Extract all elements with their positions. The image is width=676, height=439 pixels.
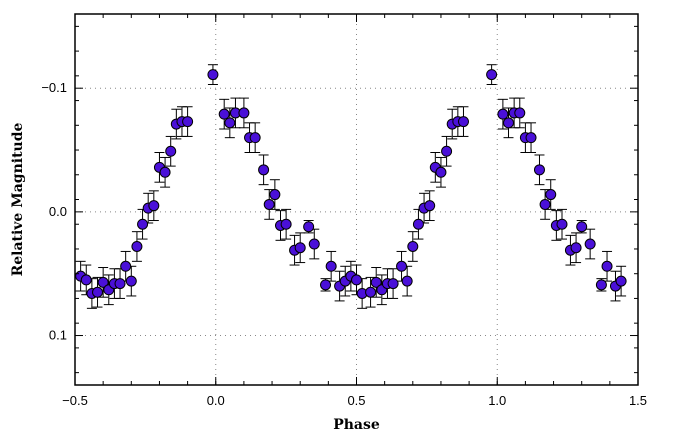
y-tick-label: 0.0 [49,204,67,219]
data-point [601,260,613,272]
data-point [320,279,332,291]
data-point [576,221,588,233]
data-point [269,189,281,201]
x-tick-label: 1.5 [629,393,647,408]
data-point [457,116,469,128]
data-point [435,166,447,178]
data-point [539,198,551,210]
y-tick-label: −0.1 [41,80,67,95]
data-point [407,240,419,252]
data-point [92,286,104,298]
x-tick-label: −0.5 [62,393,88,408]
data-point [533,164,545,176]
data-point [497,108,509,120]
data-point [263,198,275,210]
data-point [207,69,219,81]
x-tick-labels: −0.5 0.0 0.5 1.0 1.5 [62,393,647,408]
data-point [387,278,399,290]
data-point [412,218,424,230]
data-point [308,238,320,250]
data-point [224,117,236,129]
data-point [556,218,568,230]
data-point [137,218,149,230]
x-axis-label: Phase [333,417,380,433]
data-point [595,279,607,291]
data-point [441,145,453,157]
data-point [218,108,230,120]
data-point [258,164,270,176]
data-point [97,276,109,288]
data-point [424,200,436,212]
data-point [114,278,126,290]
y-axis-label: Relative Magnitude [10,123,26,277]
y-tick-label: 0.1 [49,328,67,343]
data-point [486,69,498,81]
data-point [325,260,337,272]
data-point [303,221,315,233]
x-tick-label: 0.5 [347,393,365,408]
data-point [182,116,194,128]
data-point [120,260,132,272]
data-points [75,69,627,299]
x-tick-label: 0.0 [207,393,225,408]
grid-lines [75,14,638,385]
data-point [365,286,377,298]
data-point [131,240,143,252]
data-point [294,242,306,254]
data-point [584,238,596,250]
data-point [570,242,582,254]
data-point [615,275,627,287]
data-point [249,132,261,144]
data-point [159,166,171,178]
data-point [238,107,250,119]
data-point [545,189,557,201]
data-point [148,200,160,212]
data-point [503,117,515,129]
data-point [396,260,408,272]
x-tick-label: 1.0 [488,393,506,408]
data-point [280,218,292,230]
axis-ticks [74,14,639,385]
data-point [165,145,177,157]
y-tick-labels: −0.1 0.0 0.1 [41,80,67,342]
data-point [401,275,413,287]
data-point [514,107,526,119]
data-point [125,275,137,287]
data-point [351,274,362,286]
data-point [80,274,92,286]
data-point [525,132,537,144]
data-point [370,276,382,288]
